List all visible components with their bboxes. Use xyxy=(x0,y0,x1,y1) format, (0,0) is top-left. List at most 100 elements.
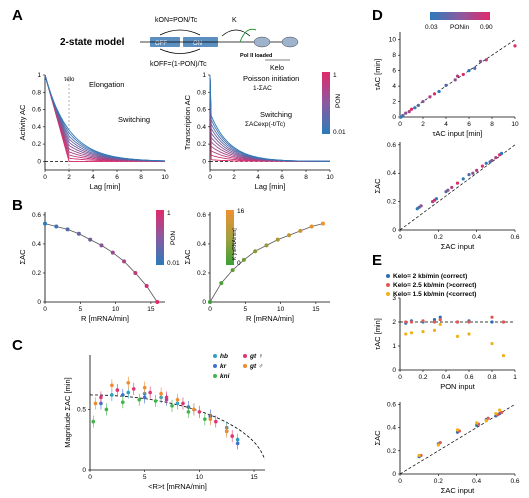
data-point xyxy=(409,331,414,335)
x-tick-label: 0 xyxy=(398,374,402,381)
y-tick-label: 0.4 xyxy=(32,241,41,248)
data-point xyxy=(54,224,59,229)
cbar-a-title: PON xyxy=(335,94,342,108)
y-tick-label: 0.6 xyxy=(197,212,206,219)
x-axis-label: PON input xyxy=(440,382,476,391)
data-point xyxy=(142,395,147,400)
kelo-label: Kelo xyxy=(270,65,284,72)
data-point xyxy=(230,268,235,273)
data-point xyxy=(99,401,103,406)
data-point xyxy=(122,259,127,264)
cbar-d-min: 0.03 xyxy=(425,24,438,31)
x-tick-label: 0 xyxy=(88,474,92,481)
data-point xyxy=(484,58,488,62)
data-point xyxy=(428,95,432,99)
x-tick-label: 4 xyxy=(91,174,95,181)
x-tick-label: 0 xyxy=(398,121,402,128)
y-tick-label: 1 xyxy=(202,72,206,79)
legend-label: Kelo= 2 kb/min (correct) xyxy=(393,273,467,280)
theory-curve xyxy=(89,394,266,460)
data-point xyxy=(159,391,163,396)
y-tick-label: 2 xyxy=(392,99,396,106)
legend-label: kr xyxy=(220,363,227,370)
x-tick-label: 2 xyxy=(421,121,425,128)
data-point xyxy=(175,397,180,402)
x-tick-label: 8 xyxy=(490,121,494,128)
panel-label-e: E xyxy=(372,252,382,269)
data-point xyxy=(490,158,494,163)
y-axis-label: τAC [min] xyxy=(373,318,382,350)
data-point xyxy=(486,416,490,420)
chart-tau-ac: 0 2 4 6 8 10 0 2 4 6 8 10 τAC input [min] τAC [min] xyxy=(373,32,519,138)
cbar-a-min: 0.01 xyxy=(333,129,346,136)
data-point xyxy=(43,221,47,226)
y-tick-label: 0.4 xyxy=(197,241,206,248)
kon-label: kON=PON/Tc xyxy=(155,17,198,24)
data-point xyxy=(219,281,224,286)
data-point xyxy=(467,173,471,177)
x-tick-label: 15 xyxy=(250,474,258,481)
data-point xyxy=(501,354,506,358)
x-axis-label: Lag [min] xyxy=(90,182,121,191)
x-tick-label: 0.2 xyxy=(418,374,427,381)
k-label: K xyxy=(232,17,237,24)
kon-arrow xyxy=(159,29,201,36)
data-point xyxy=(99,243,104,248)
cbar-b2-min: 0 xyxy=(237,260,241,267)
data-point xyxy=(455,428,460,432)
data-point xyxy=(421,330,425,334)
data-point xyxy=(494,412,498,416)
y-axis-label: ΣAC xyxy=(373,178,382,194)
data-point xyxy=(213,419,218,424)
off-state-label: OFF xyxy=(155,41,167,47)
data-point xyxy=(409,320,414,324)
identity-line xyxy=(399,39,516,118)
legend-marker xyxy=(213,364,217,368)
x-tick-label: 0.4 xyxy=(441,374,450,381)
model-title: 2-state model xyxy=(60,37,125,48)
colorbar-pon-b: 1 0.01 PON xyxy=(156,210,180,267)
cbar-b1-title: PON xyxy=(170,231,177,245)
y-tick-label: 0 xyxy=(392,471,396,478)
y-tick-label: 6 xyxy=(392,68,396,75)
legend-marker xyxy=(213,374,217,378)
y-tick-label: 0 xyxy=(392,367,396,374)
identity-line xyxy=(399,144,516,231)
data-point xyxy=(208,300,212,304)
data-point xyxy=(484,418,488,423)
activity-curve xyxy=(44,74,165,162)
data-point xyxy=(444,83,448,87)
transcription-curve xyxy=(209,74,330,162)
x-axis-label: ΣAC input xyxy=(441,242,475,251)
x-tick-label: 4 xyxy=(444,121,448,128)
legend-marker xyxy=(386,274,390,278)
cbar-b1-max: 1 xyxy=(167,210,171,217)
x-tick-label: 0.8 xyxy=(487,374,496,381)
panel-label-d: D xyxy=(372,7,383,24)
data-point xyxy=(65,227,70,232)
chart-magnitude: 0 5 10 15 0 0.5 <R>t [mRNA/min] Magnitude ΣAC [… xyxy=(63,355,266,491)
x-tick-label: 0 xyxy=(208,174,212,181)
legend-marker xyxy=(243,364,247,368)
chart-activity-ac: 0 2 4 6 8 10 0 0.2 0.4 0.6 0.8 1 Lag [min] Activity A… xyxy=(18,72,169,191)
data-point xyxy=(480,164,485,168)
panel-label-b: B xyxy=(12,197,23,214)
legend-label: gt ♀ xyxy=(249,353,263,360)
data-point xyxy=(438,441,442,445)
data-point xyxy=(455,181,460,185)
data-point xyxy=(471,171,475,175)
data-point xyxy=(91,419,96,424)
y-axis-label: Magnitude ΣAC [min] xyxy=(63,377,72,448)
cbar-d-max: 0.90 xyxy=(480,24,493,31)
panel-label-a: A xyxy=(12,7,23,24)
data-point xyxy=(104,407,109,412)
x-tick-label: 0 xyxy=(398,234,402,241)
y-tick-label: 0 xyxy=(392,114,396,121)
data-point xyxy=(99,395,103,400)
x-tick-label: 8 xyxy=(304,174,308,181)
x-tick-label: 0 xyxy=(43,306,47,313)
y-tick-label: 0.8 xyxy=(32,89,41,96)
poisson-formula: 1-ΣAC xyxy=(253,85,272,92)
y-tick-label: 0.8 xyxy=(197,89,206,96)
y-tick-label: 4 xyxy=(392,83,396,90)
